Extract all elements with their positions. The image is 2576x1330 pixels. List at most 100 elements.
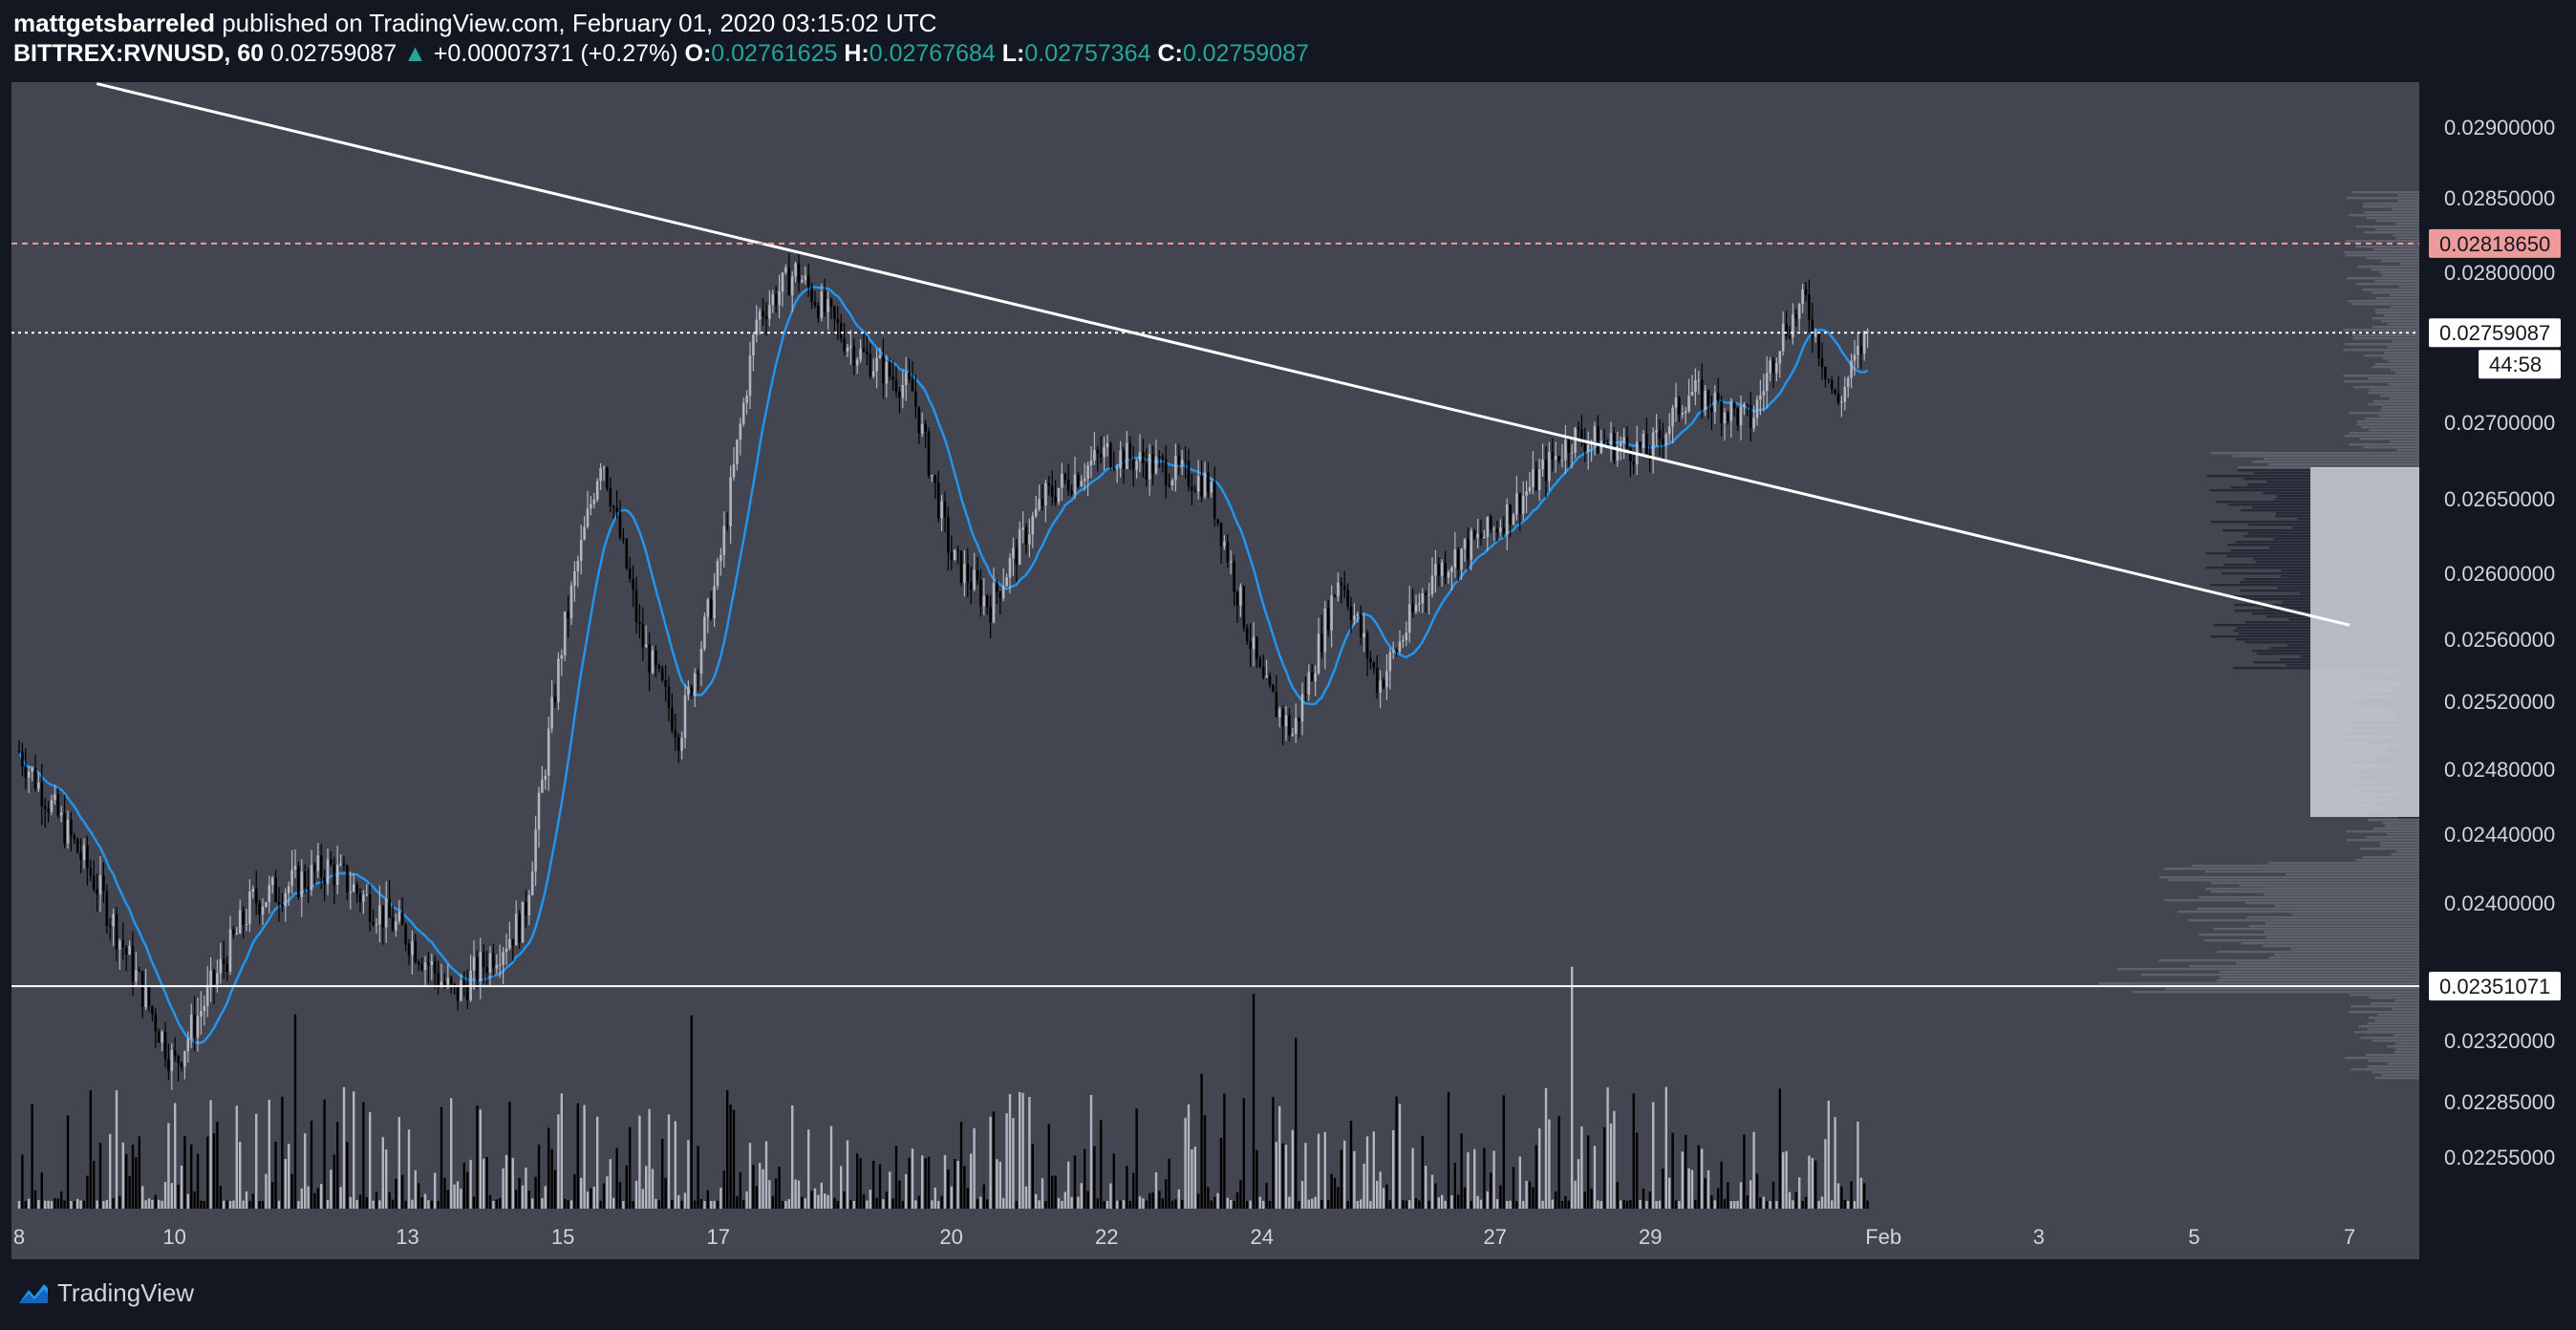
candle-body [1759,395,1762,400]
candle-body [657,665,661,669]
profile-row [2352,337,2419,340]
candle-body [258,903,261,914]
tradingview-brand[interactable]: TradingView [17,1278,194,1308]
profile-row [2367,1022,2419,1025]
profile-row [2346,839,2419,842]
profile-row [2368,819,2419,822]
volume-bar [1002,1197,1005,1209]
candle-body [395,921,397,931]
candle-body [1850,360,1853,378]
candle-body [1804,289,1808,295]
volume-bar [677,1194,680,1209]
volume-bar [388,1191,391,1209]
price-axis[interactable]: 0.02900000 0.02850000 0.02800000 0.02700000… [2444,116,2555,1169]
profile-row [2387,346,2419,349]
candle-body [1450,568,1453,572]
volume-bar [105,1199,108,1209]
volume-bar [1788,1191,1792,1209]
candle-body [920,423,924,434]
candle-body [729,477,732,526]
candle-body [550,697,553,729]
volume-bar [1019,1092,1021,1209]
candle-body [1645,434,1648,454]
symbol-interval[interactable]: BITTREX:RVNUSD, 60 [13,40,265,67]
profile-row [2379,271,2419,274]
volume-bar [1314,1196,1317,1209]
volume-bar [1418,1200,1421,1209]
volume-bar [729,1104,732,1209]
candle-body [934,475,937,483]
candle-body [966,564,970,583]
candle-body [1187,461,1191,487]
candle-body [1001,586,1005,598]
candle-body [31,767,33,772]
volume-bar [726,1090,729,1209]
profile-row [2383,357,2419,360]
candle-body [745,396,748,403]
volume-bar [1587,1135,1590,1209]
volume-bar [1343,1140,1346,1209]
volume-bar [290,1173,293,1209]
candle-body [1811,319,1814,337]
candle-body [1486,516,1490,537]
volume-bar [866,1200,869,1209]
candle-body [904,372,908,385]
volume-bar [908,1157,911,1209]
volume-bar [1746,1195,1749,1209]
candle-body [355,884,358,893]
volume-bar [1242,1098,1245,1209]
candle-body [1119,450,1122,468]
volume-bar [1239,1179,1242,1209]
candle-body [1834,389,1836,394]
volume-bar [1535,1145,1537,1209]
candle-body [771,293,775,306]
candle-body [1028,534,1031,545]
volume-bar [502,1168,504,1209]
volume-bar [599,1200,602,1209]
profile-row [2344,380,2419,383]
profile-row [2359,847,2419,850]
volume-bar [31,1104,33,1209]
candle-body [1414,604,1418,612]
candle-body [576,561,580,571]
volume-bar [706,1190,709,1209]
candle-body [1177,455,1181,465]
candle-body [530,871,534,895]
author-name[interactable]: mattgetsbarreled [13,9,215,37]
candle-body [1694,380,1697,392]
volume-bar [1820,1196,1824,1209]
candle-body [1258,658,1262,667]
x-tick-label: 29 [1639,1225,1662,1249]
volume-bar [1499,1185,1502,1209]
volume-bar [612,1197,615,1209]
candle-body [1180,460,1184,465]
candle-body [1681,413,1685,416]
volume-bar [1525,1181,1528,1209]
volume-bar [40,1172,43,1209]
profile-row [2397,200,2419,203]
volume-bar [927,1156,931,1209]
candle-body [222,958,225,964]
candle-body [297,866,300,897]
volume-bar [17,1201,21,1209]
volume-bar [878,1164,882,1209]
volume-bar [1483,1148,1486,1209]
candle-body [89,868,93,876]
volume-bar [1151,1192,1154,1209]
volume-bar [781,1201,784,1209]
volume-bar [1126,1166,1128,1209]
candle-body [1437,564,1441,576]
candle-body [615,507,618,512]
candle-body [1356,614,1360,616]
volume-bar [1061,1200,1063,1209]
candle-body [1145,462,1148,480]
candle-body [1099,453,1103,458]
drawings[interactable] [11,82,2419,988]
time-axis[interactable]: 8 10 13 15 17 20 22 24 27 29 Feb 3 5 7 [13,1225,2355,1249]
chart-pane[interactable] [11,82,2419,1259]
candle-body [699,648,703,675]
volume-bar [801,1196,804,1209]
candle-body [200,1011,203,1017]
profile-row [2368,392,2419,395]
